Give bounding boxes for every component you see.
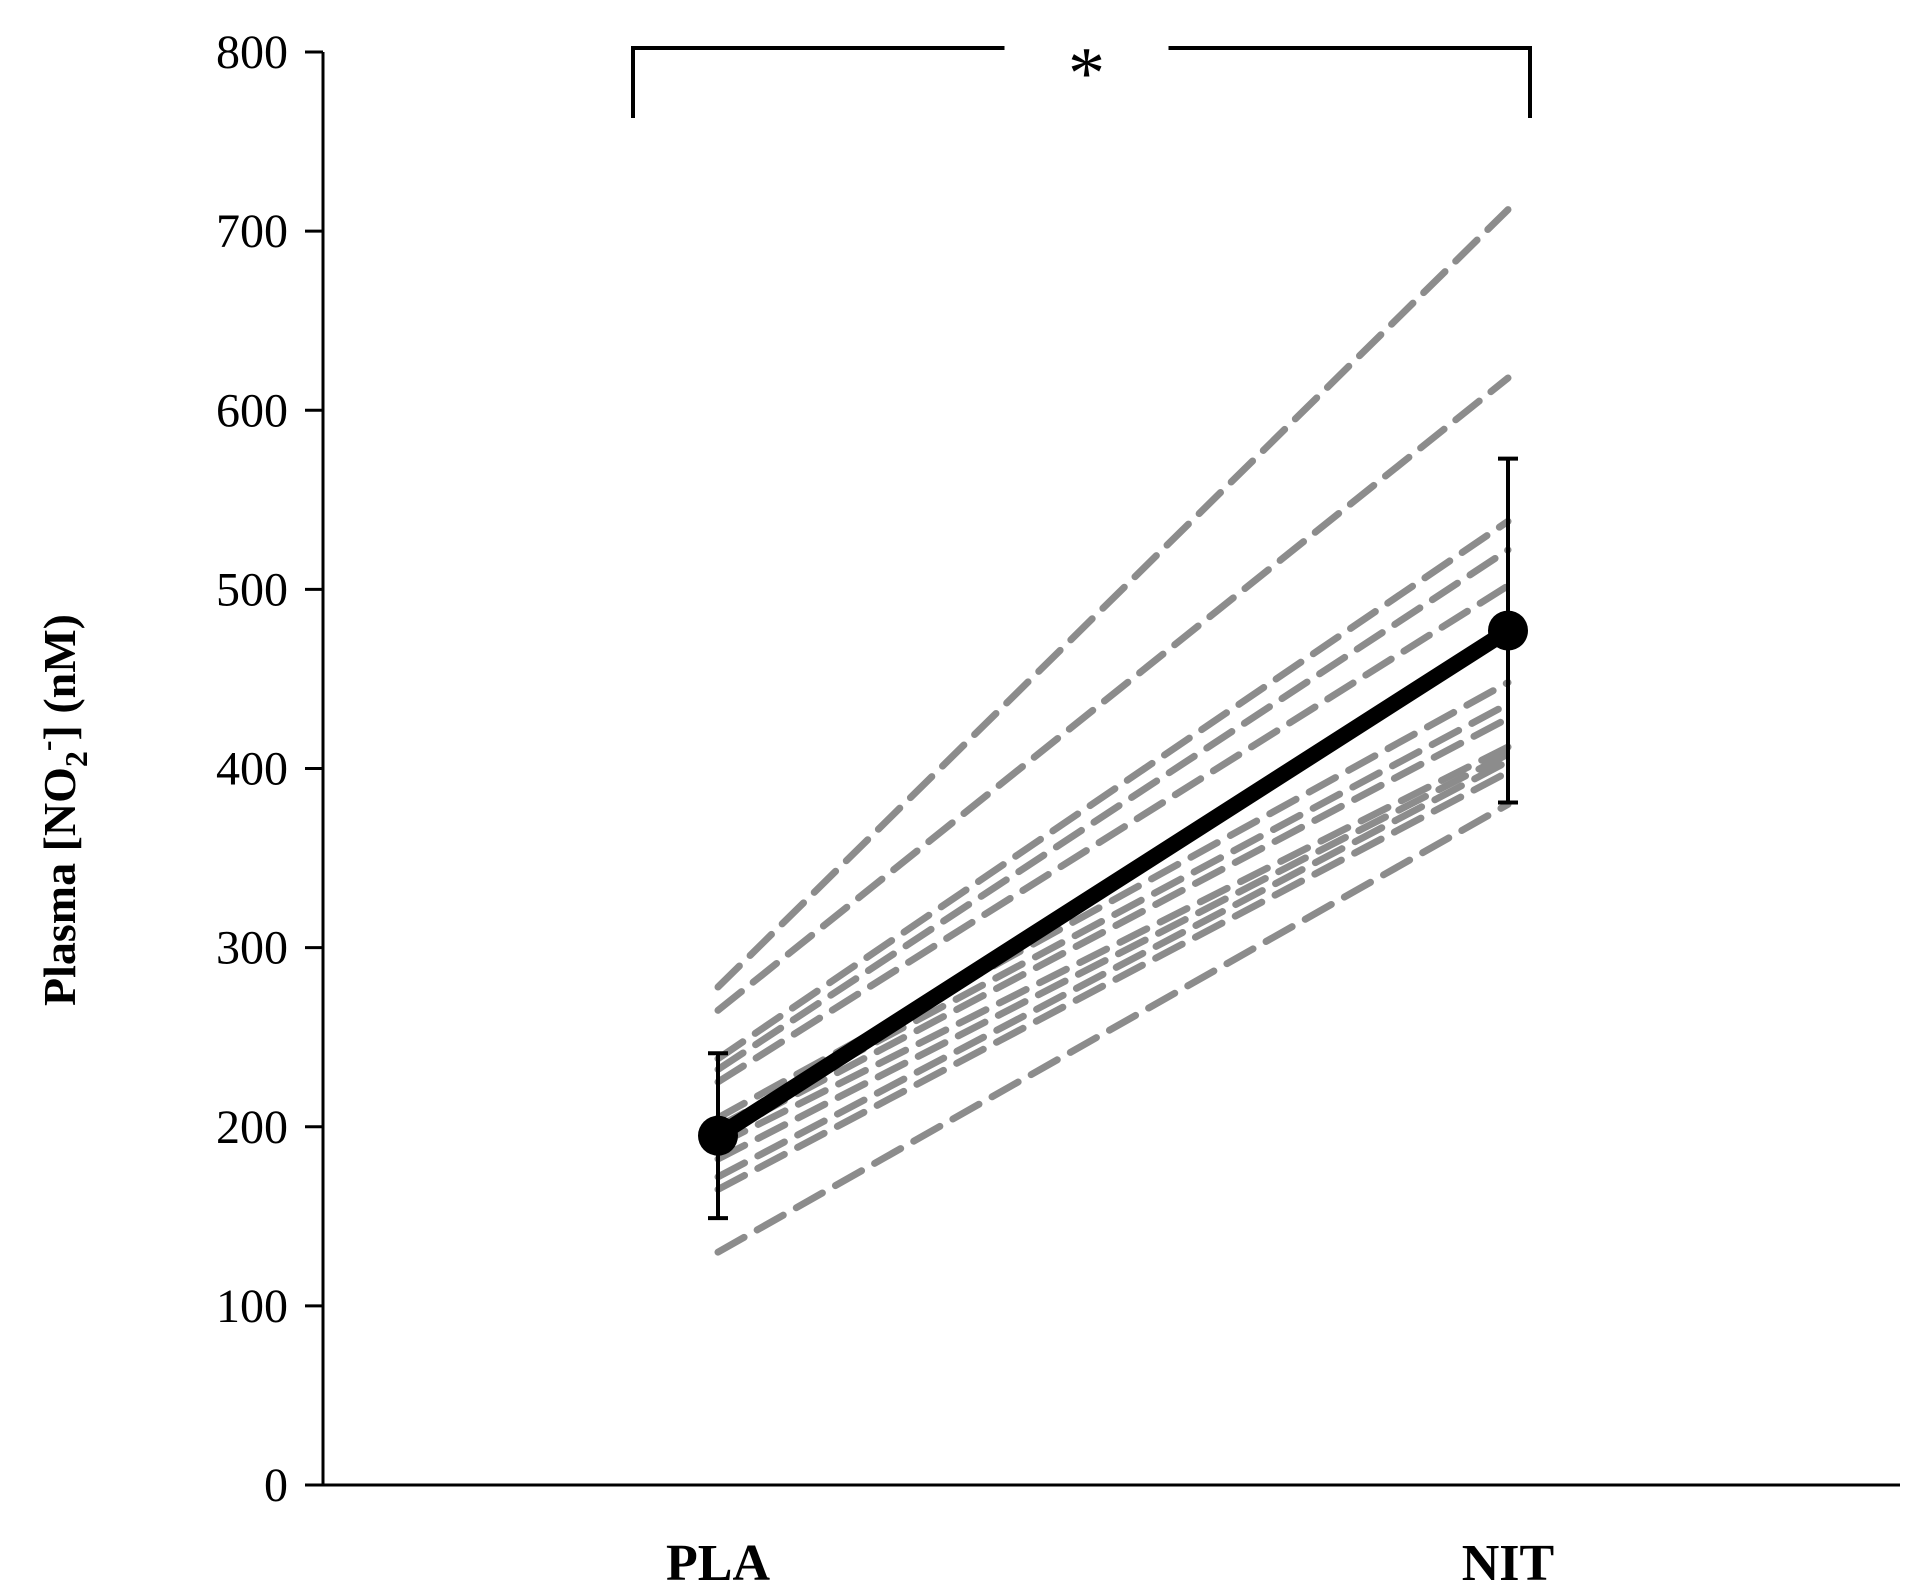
y-tick-label: 500	[216, 563, 288, 616]
y-tick-label: 200	[216, 1101, 288, 1154]
individual-series-line	[714, 582, 1512, 1086]
individual-series-group	[714, 206, 1512, 1256]
y-tick-label: 700	[216, 205, 288, 258]
y-axis-label-superscript: -	[28, 740, 64, 751]
individual-series-line	[714, 768, 1512, 1193]
mean-point	[698, 1115, 738, 1156]
significance-bracket-right	[1168, 46, 1532, 118]
y-tick-label: 100	[216, 1280, 288, 1333]
individual-series-line	[714, 743, 1512, 1149]
y-tick-label: 400	[216, 743, 288, 796]
mean-series-line	[710, 622, 1516, 1144]
y-tick-label: 300	[216, 922, 288, 975]
x-category-label: NIT	[1462, 1535, 1554, 1592]
significance-bracket-left	[631, 46, 1005, 118]
individual-series-line	[714, 374, 1512, 1014]
individual-series-line	[714, 714, 1512, 1140]
y-axis-label-suffix: ] (nM)	[34, 614, 85, 740]
individual-series-line	[714, 757, 1512, 1181]
y-axis-label-subscript: 2	[58, 751, 94, 767]
y-axis-label-prefix: Plasma [NO	[34, 767, 85, 1006]
individual-series-line	[714, 546, 1512, 1073]
significance-bracket: *	[631, 33, 1532, 118]
individual-series-line	[714, 206, 1512, 991]
significance-star: *	[1068, 33, 1105, 115]
individual-series-line	[714, 517, 1512, 1063]
y-tick-label: 0	[264, 1459, 288, 1512]
mean-series-group	[698, 456, 1528, 1221]
individual-series-line	[714, 800, 1512, 1256]
mean-point	[1488, 610, 1528, 651]
y-tick-label: 600	[216, 384, 288, 437]
axes: 0 100 200 300 400 500 600 700 800 PLA NIT	[216, 26, 1900, 1592]
y-tick-label: 800	[216, 26, 288, 79]
x-category-label: PLA	[666, 1535, 770, 1592]
y-axis-label: Plasma [NO2-] (nM)	[28, 614, 94, 1006]
individual-series-line	[714, 750, 1512, 1163]
